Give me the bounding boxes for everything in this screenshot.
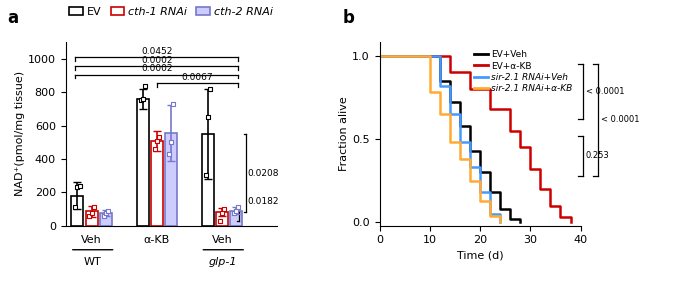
Text: b: b [342, 9, 354, 27]
Text: WT: WT [84, 257, 101, 267]
Point [151, 138, 162, 143]
Point [214, 218, 225, 223]
Point [135, 97, 146, 102]
Point [88, 205, 99, 210]
Text: 0.0067: 0.0067 [182, 73, 214, 82]
Point [216, 211, 227, 215]
Point [233, 205, 244, 210]
Text: glp-1: glp-1 [209, 257, 238, 267]
Point [168, 102, 179, 106]
Text: < 0.0001: < 0.0001 [586, 87, 624, 96]
Bar [202, 134, 214, 225]
Text: 0.0002: 0.0002 [141, 56, 173, 65]
Legend: EV, cth-1 RNAi, cth-2 RNAi: EV, cth-1 RNAi, cth-2 RNAi [65, 2, 277, 22]
Text: < 0.0001: < 0.0001 [601, 115, 639, 124]
Point [98, 213, 109, 218]
Text: 0.0452: 0.0452 [141, 47, 173, 56]
Text: 0.0182: 0.0182 [248, 197, 279, 206]
Bar [165, 133, 177, 225]
Point [100, 211, 111, 215]
Point [219, 206, 229, 211]
Point [163, 152, 174, 156]
Point [229, 211, 240, 215]
Point [149, 146, 160, 151]
Point [74, 183, 85, 188]
Text: 0.253: 0.253 [586, 151, 610, 160]
Point [140, 83, 151, 88]
Bar [216, 212, 228, 225]
Bar [86, 211, 97, 225]
Bar [230, 211, 242, 225]
Point [72, 185, 83, 190]
Point [205, 87, 216, 92]
Y-axis label: NAD⁺(pmol/mg tissue): NAD⁺(pmol/mg tissue) [15, 72, 25, 196]
Point [103, 208, 114, 213]
Bar [71, 195, 84, 225]
Point [137, 97, 148, 102]
Point [203, 115, 214, 120]
Text: 0.0208: 0.0208 [248, 168, 279, 178]
Point [166, 140, 177, 145]
Text: 0.0002: 0.0002 [141, 64, 173, 73]
Point [70, 205, 81, 210]
Point [84, 214, 95, 219]
Point [231, 208, 242, 213]
Bar [137, 99, 149, 225]
Bar [100, 213, 112, 225]
Point [86, 211, 97, 215]
Point [153, 135, 164, 140]
Bar [151, 141, 163, 225]
Y-axis label: Fraction alive: Fraction alive [340, 97, 349, 171]
Legend: EV+Veh, EV+α-KB, sir-2.1 RNAi+Veh, sir-2.1 RNAi+α-KB: EV+Veh, EV+α-KB, sir-2.1 RNAi+Veh, sir-2… [471, 47, 576, 97]
Point [200, 172, 211, 177]
Text: a: a [7, 9, 18, 27]
X-axis label: Time (d): Time (d) [457, 251, 503, 261]
